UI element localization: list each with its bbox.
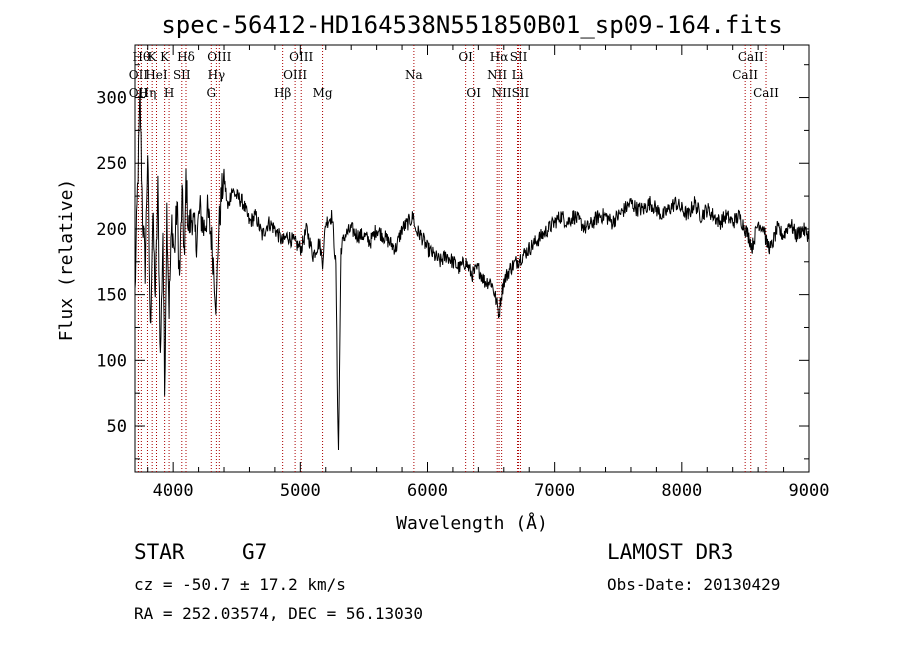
line-marker-label: HeI [145,68,168,82]
line-marker-label: OI [458,50,473,64]
object-subclass: G7 [242,540,268,564]
line-marker-label: OI [466,86,481,100]
y-tick-label: 50 [107,417,127,437]
line-marker-label: OIII [289,50,313,64]
spectrum-line [134,88,810,451]
plot-frame [134,44,810,473]
x-tick-label: 9000 [789,481,830,501]
line-marker-label: H [164,86,174,100]
line-marker-label: K [148,50,158,64]
line-marker-label: SII [173,68,191,82]
object-class: STAR [134,540,185,564]
coordinates-readout: RA = 252.03574, DEC = 56.13030 [134,604,423,623]
y-tick-label: 250 [96,154,127,174]
x-tick-label: 5000 [280,481,321,501]
line-marker-label: CaII [732,68,758,82]
line-marker-label: SII [510,50,528,64]
x-tick-label: 8000 [661,481,702,501]
x-axis-ticks: 4000 5000 6000 7000 8000 9000 [147,45,830,501]
line-marker-label: Hβ [274,86,291,100]
line-marker-label: Mg [313,86,333,100]
line-marker-label: Hα [490,50,509,64]
y-axis-ticks: 50 100 150 200 250 300 [96,64,809,460]
y-axis-label: Flux (relative) [56,179,77,342]
y-tick-label: 150 [96,286,127,306]
line-marker-label: OII [129,86,149,100]
line-marker-label: NII [492,86,512,100]
line-marker-label: Hγ [208,68,226,82]
observation-date: Obs-Date: 20130429 [607,575,781,594]
line-marker-label: Hδ [177,50,195,64]
x-tick-label: 4000 [153,481,194,501]
line-marker-label: SII [512,86,530,100]
line-marker-label: K [160,50,170,64]
redshift-readout: cz = -50.7 ± 17.2 km/s [134,575,346,594]
line-marker-labels: HθOIIOIIHηKHeIKHSIIHδGHγOIIIHβOIIIOIIIMg… [129,50,779,100]
line-marker-label: Li [512,68,524,82]
y-tick-label: 100 [96,351,127,371]
line-marker-label: OII [129,68,149,82]
x-tick-label: 6000 [407,481,448,501]
y-tick-label: 300 [96,89,127,109]
line-marker-label: Hη [139,86,157,100]
line-marker-label: CaII [738,50,764,64]
chart-title: spec-56412-HD164538N551850B01_sp09-164.f… [161,11,782,39]
survey-name: LAMOST DR3 [607,540,734,564]
line-marker-label: CaII [753,86,779,100]
line-marker-label: OIII [283,68,307,82]
y-tick-label: 200 [96,220,127,240]
x-axis-label: Wavelength (Å) [396,512,548,534]
line-marker-label: G [207,86,217,100]
x-tick-label: 7000 [534,481,575,501]
line-marker-label: OIII [207,50,231,64]
line-marker-label: NII [487,68,507,82]
line-marker-label: Na [405,68,423,82]
line-marker-label: Hθ [133,50,151,64]
